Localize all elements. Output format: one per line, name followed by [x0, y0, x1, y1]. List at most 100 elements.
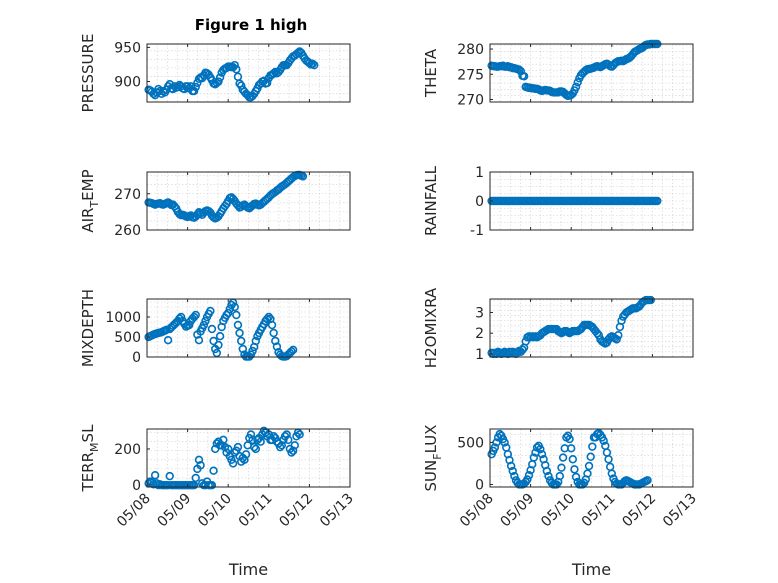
data-point [510, 471, 519, 481]
data-point [235, 79, 244, 88]
data-point [544, 471, 553, 481]
data-point [209, 336, 218, 346]
data-point [557, 463, 566, 472]
data-point [241, 450, 251, 459]
data-point [194, 336, 204, 345]
x-tick-label: 05/11 [579, 491, 619, 531]
y-axis-label: SUNFLUX [422, 425, 444, 492]
y-tick-label: 0 [475, 194, 484, 210]
series-markers [144, 298, 298, 361]
y-tick-label: -1 [470, 223, 484, 239]
data-point [566, 444, 576, 453]
data-point [215, 332, 225, 341]
y-axis-label: RAINFALL [422, 165, 440, 236]
data-point [284, 435, 293, 445]
y-axis-label: THETA [422, 48, 440, 98]
data-point [212, 348, 222, 358]
axes-box [146, 428, 351, 488]
data-point [163, 336, 173, 345]
y-tick-label: 0 [132, 350, 141, 366]
data-point [191, 310, 200, 320]
subplot-right-3: 1 2 3 H2OMIXRA [422, 287, 694, 368]
x-tick-label: 05/10 [538, 491, 578, 531]
subplot-grid: 900 950 PRESSURE 270 275 280 THETA 260 270 AIRTEM… [79, 34, 700, 579]
data-point [612, 335, 621, 344]
y-axis-label-text: THETA [422, 48, 440, 98]
data-point [305, 58, 314, 68]
data-point [240, 455, 249, 465]
data-point [230, 60, 239, 70]
data-point [570, 465, 579, 474]
data-point [264, 312, 273, 322]
data-point [588, 442, 597, 451]
x-tick-label: 05/11 [236, 491, 276, 531]
data-point [592, 328, 602, 338]
y-tick-label: 275 [457, 67, 484, 83]
axes-box [489, 298, 694, 358]
data-point [238, 344, 248, 354]
figure-title: Figure 1 high [195, 16, 308, 34]
axes-box [146, 298, 351, 358]
data-point [191, 82, 200, 92]
x-tick-label: 05/13 [660, 491, 700, 531]
data-point [196, 209, 205, 218]
data-point [586, 452, 595, 461]
data-point [508, 466, 517, 476]
data-point [191, 473, 200, 483]
data-point [235, 328, 244, 338]
data-point [214, 77, 223, 86]
data-point [233, 320, 243, 330]
data-point [246, 430, 256, 439]
y-axis-label-text: TERR [79, 452, 97, 493]
data-point [558, 453, 568, 462]
y-axis-label: TERRMSL [79, 424, 101, 493]
y-axis-label-text: AIR [79, 208, 97, 233]
axes-box [146, 43, 351, 103]
y-tick-label: 0 [132, 478, 141, 494]
y-tick-label: 950 [114, 40, 141, 56]
data-point [249, 442, 259, 452]
axes-box [489, 428, 694, 488]
y-tick-label: 2 [475, 326, 484, 342]
data-point [518, 345, 527, 354]
data-point [295, 430, 304, 439]
data-point [269, 69, 278, 78]
x-tick-label: 05/08 [457, 491, 497, 531]
y-tick-label: 270 [114, 187, 141, 203]
data-point [233, 442, 243, 452]
y-tick-label: 0 [475, 477, 484, 493]
data-point [490, 443, 500, 452]
x-tick-label: 05/10 [195, 491, 235, 531]
data-point [594, 331, 604, 340]
data-point [196, 461, 205, 470]
subplot-left-2: 260 270 AIRTEMP [79, 169, 351, 239]
data-point [194, 455, 204, 465]
y-axis-label-tail: SL [79, 424, 97, 443]
data-point [230, 302, 239, 312]
x-tick-label: 05/09 [498, 491, 538, 531]
data-point [573, 78, 582, 87]
data-point [555, 471, 565, 481]
data-point [519, 72, 529, 81]
data-point [214, 340, 223, 350]
data-point [536, 444, 545, 454]
data-point [271, 336, 280, 346]
data-point [183, 82, 192, 91]
y-tick-label: 260 [114, 223, 141, 239]
data-point [199, 320, 209, 330]
data-point [614, 331, 623, 340]
x-tick-label: 05/08 [114, 491, 154, 531]
data-point [189, 86, 199, 96]
series-markers [487, 196, 662, 206]
y-axis-label: MIXDEPTH [79, 289, 97, 367]
series-markers [144, 170, 308, 223]
data-point [529, 453, 539, 462]
data-point [643, 476, 652, 485]
y-tick-label: 280 [457, 42, 484, 58]
data-point [232, 65, 241, 74]
y-axis-label-subscript: F [431, 453, 444, 459]
subplot-left-4: 0 200 TERRMSL 05/08 05/09 05/10 05/11 05/12 05/1… [79, 424, 357, 579]
x-axis-label: Time [228, 560, 268, 579]
data-point [500, 438, 509, 447]
